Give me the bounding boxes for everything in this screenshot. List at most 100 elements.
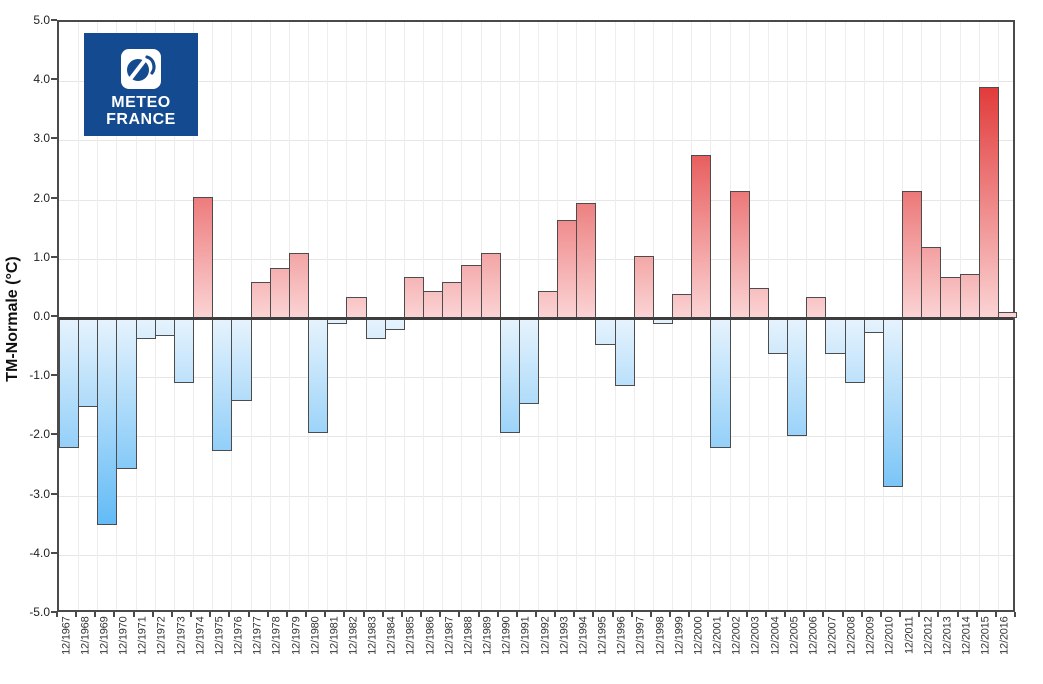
bar-12-2011[interactable] [902, 190, 922, 318]
bar-12-1977[interactable] [251, 282, 271, 318]
bar-12-2003[interactable] [749, 288, 769, 318]
bar-12-1990[interactable] [500, 318, 520, 434]
bar-12-2001[interactable] [710, 318, 731, 449]
bar-12-1975[interactable] [212, 318, 232, 452]
y-tick [51, 255, 57, 258]
x-tick [746, 612, 748, 617]
bar-12-2014[interactable] [960, 273, 980, 318]
bar-12-1999[interactable] [672, 294, 692, 318]
x-tick-label: 12/1993 [558, 616, 571, 655]
x-tick-label: 12/2015 [979, 616, 992, 655]
x-tick-label: 12/1982 [347, 616, 360, 655]
x-tick-label: 12/2014 [960, 616, 973, 655]
bar-12-2013[interactable] [940, 276, 961, 318]
bar-12-1992[interactable] [538, 291, 558, 318]
bar-12-1976[interactable] [231, 318, 252, 401]
x-tick-label: 12/1973 [175, 616, 188, 655]
x-tick-label: 12/1970 [117, 616, 130, 655]
bar-12-1983[interactable] [366, 318, 386, 339]
bar-12-1996[interactable] [615, 318, 635, 387]
bar-12-1980[interactable] [308, 318, 328, 434]
x-tick [765, 612, 767, 617]
bar-12-1994[interactable] [576, 202, 596, 318]
bar-12-2012[interactable] [921, 246, 941, 318]
v-gridline [136, 22, 137, 610]
bar-12-2000[interactable] [691, 155, 711, 318]
x-tick-label: 12/2006 [807, 616, 820, 655]
x-tick [420, 612, 422, 617]
bar-12-2002[interactable] [730, 190, 750, 318]
bar-12-1974[interactable] [193, 196, 213, 318]
bar-12-1967[interactable] [59, 318, 79, 449]
x-tick-label: 12/1978 [270, 616, 283, 655]
x-tick-label: 12/1995 [596, 616, 609, 655]
bar-12-1995[interactable] [595, 318, 616, 345]
x-tick [727, 612, 729, 617]
bar-12-2004[interactable] [768, 318, 788, 354]
bar-12-1982[interactable] [346, 297, 367, 318]
x-tick [133, 612, 135, 617]
x-tick-label: 12/1980 [309, 616, 322, 655]
x-tick [650, 612, 652, 617]
x-tick [113, 612, 115, 617]
bar-12-1970[interactable] [116, 318, 137, 469]
x-tick-label: 12/1979 [290, 616, 302, 655]
bar-12-1989[interactable] [481, 252, 501, 318]
bar-12-1968[interactable] [78, 318, 98, 407]
x-tick-label: 12/2005 [788, 616, 801, 655]
bar-12-1991[interactable] [519, 318, 539, 404]
y-tick-label: 5.0 [33, 13, 50, 27]
bar-12-1973[interactable] [174, 318, 194, 384]
bar-12-2009[interactable] [864, 318, 884, 333]
bar-12-2006[interactable] [806, 297, 826, 318]
x-tick [382, 612, 384, 617]
bar-12-1985[interactable] [404, 276, 424, 318]
bar-12-1978[interactable] [270, 267, 290, 318]
x-tick [803, 612, 805, 617]
v-gridline [615, 22, 616, 610]
x-tick-label: 12/1968 [79, 616, 92, 655]
x-tick [1014, 612, 1016, 617]
h-gridline [59, 199, 1013, 201]
bar-12-2005[interactable] [787, 318, 807, 437]
x-tick-label: 12/1997 [634, 616, 647, 655]
bar-12-1987[interactable] [442, 282, 462, 318]
y-tick-label: 1.0 [33, 249, 50, 264]
bar-12-1971[interactable] [136, 318, 156, 339]
bar-12-1979[interactable] [289, 252, 309, 318]
v-gridline [174, 22, 175, 610]
x-tick [880, 612, 882, 617]
x-tick-label: 12/2002 [730, 616, 743, 655]
x-tick [267, 612, 269, 617]
bar-12-2015[interactable] [979, 87, 999, 318]
x-tick-label: 12/1992 [539, 616, 552, 655]
bar-12-1984[interactable] [385, 318, 405, 330]
bar-12-1997[interactable] [634, 255, 654, 318]
x-tick [707, 612, 709, 617]
x-tick [899, 612, 901, 617]
meteo-france-logo: METEO FRANCE [84, 33, 198, 136]
x-tick [324, 612, 326, 617]
x-tick-label: 12/2000 [692, 616, 705, 655]
bar-12-1986[interactable] [423, 291, 443, 318]
x-tick [957, 612, 959, 617]
bar-12-1969[interactable] [97, 318, 117, 526]
x-tick-label: 12/1999 [673, 616, 686, 655]
bar-12-2007[interactable] [825, 318, 846, 354]
bar-12-1993[interactable] [557, 220, 577, 318]
y-tick [51, 78, 57, 81]
x-tick [861, 612, 863, 617]
bar-12-1972[interactable] [155, 318, 175, 336]
logo-text-line2: FRANCE [106, 111, 176, 128]
x-tick [286, 612, 288, 617]
x-tick-label: 12/1984 [385, 616, 398, 655]
x-tick [918, 612, 920, 617]
x-tick-label: 12/1991 [519, 616, 532, 655]
bar-12-2010[interactable] [883, 318, 903, 487]
x-tick [478, 612, 480, 617]
x-tick-label: 12/2013 [941, 616, 954, 655]
y-tick [51, 315, 57, 317]
bar-12-1988[interactable] [461, 264, 482, 318]
bar-12-2008[interactable] [845, 318, 865, 384]
y-tick-label: -3.0 [29, 486, 50, 501]
